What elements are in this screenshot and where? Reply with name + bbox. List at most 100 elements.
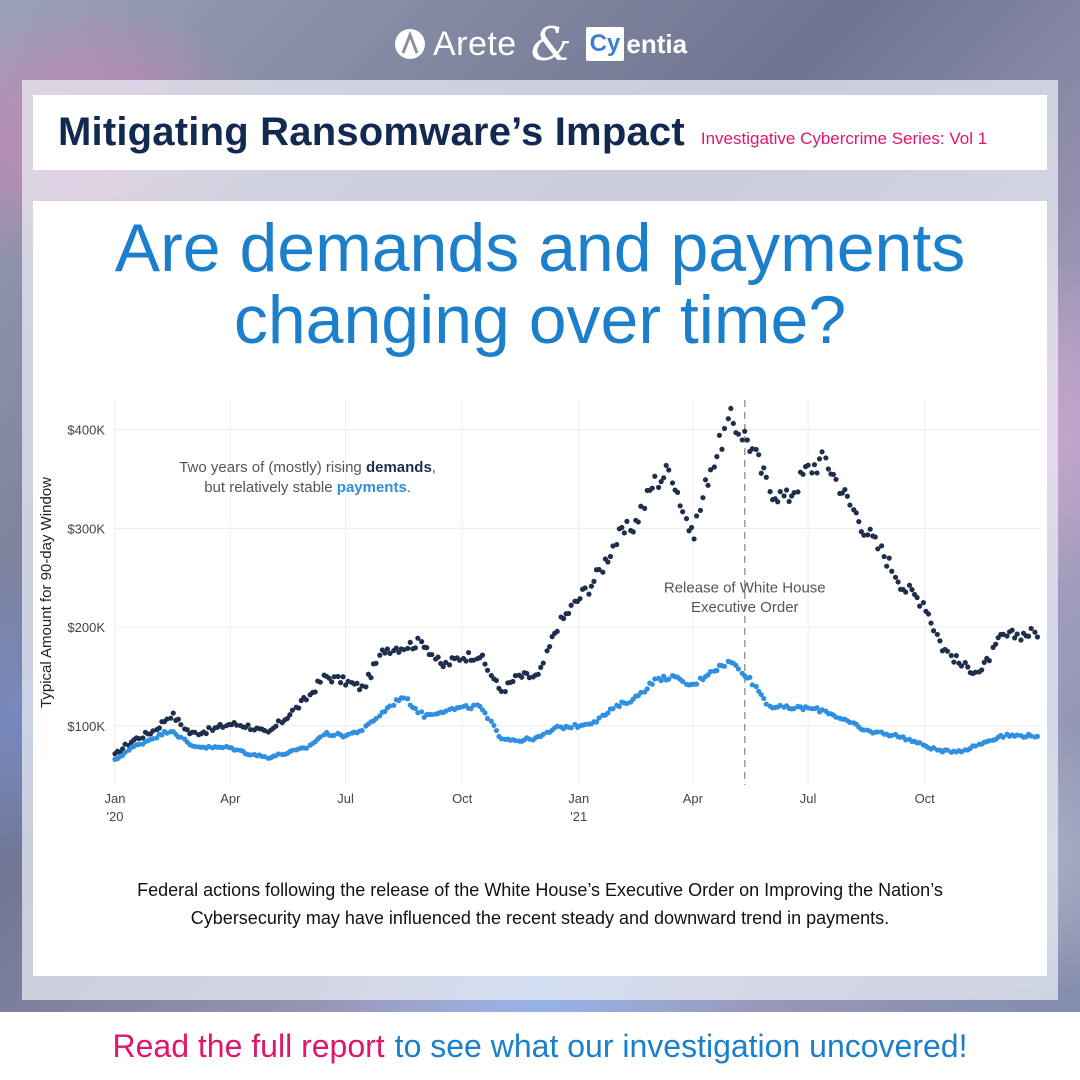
point-demands (519, 674, 525, 680)
point-demands (777, 489, 783, 495)
point-demands (816, 456, 823, 462)
point-demands (865, 532, 871, 538)
point-demands (847, 502, 853, 508)
point-payments (275, 751, 282, 757)
point-demands (588, 583, 595, 589)
point-demands (287, 712, 293, 718)
point-payments (707, 668, 714, 675)
point-payments (596, 715, 602, 721)
point-demands (937, 638, 943, 644)
point-demands (981, 659, 987, 665)
point-payments (644, 686, 650, 692)
point-payments (412, 705, 418, 712)
read-report-link[interactable]: Read the full report (112, 1027, 385, 1064)
point-demands (140, 735, 146, 741)
point-payments (234, 747, 240, 753)
point-payments (666, 676, 672, 682)
point-payments (405, 696, 411, 702)
point-payments (419, 709, 425, 715)
arete-wordmark: Arete (432, 24, 517, 63)
point-demands (554, 628, 560, 635)
point-demands (363, 684, 369, 690)
point-demands (446, 662, 453, 668)
y-axis-label: Typical Amount for 90-day Window (38, 477, 55, 708)
point-demands (739, 437, 745, 443)
point-demands (655, 484, 662, 490)
point-demands (986, 658, 992, 664)
point-payments (391, 702, 397, 708)
point-payments (861, 727, 867, 733)
point-demands (811, 462, 818, 468)
point-demands (944, 648, 951, 654)
point-payments (763, 701, 769, 707)
annotation-line-1: Two years of (mostly) rising demands, (179, 459, 436, 476)
point-demands (691, 536, 697, 542)
point-payments (638, 689, 644, 696)
point-demands (463, 658, 469, 664)
point-demands (775, 499, 781, 505)
point-demands (1034, 634, 1041, 640)
point-demands (435, 654, 441, 660)
point-demands (889, 568, 895, 574)
point-demands (482, 661, 488, 667)
point-demands (661, 475, 667, 481)
x-tick-label: Oct (452, 791, 473, 806)
point-demands (753, 446, 759, 453)
cyentia-wordmark: entia (626, 28, 688, 59)
caption: Federal actions following the release of… (55, 876, 1025, 932)
point-payments (721, 663, 728, 669)
x-tick-label: Jan (568, 791, 589, 806)
series-label: Investigative Cybercrime Series: Vol 1 (700, 128, 988, 148)
question-heading: Are demands and payments changing over t… (33, 212, 1047, 356)
point-demands (928, 620, 934, 626)
point-payments (491, 722, 497, 729)
page-title: Mitigating Ransomware’s Impact (58, 110, 685, 154)
point-payments (470, 702, 477, 708)
main-card (33, 201, 1047, 976)
question-line-1: Are demands and payments (114, 210, 966, 286)
x-tick-label: Jul (337, 791, 354, 806)
y-tick-label: $400K (67, 423, 105, 438)
point-demands (886, 555, 892, 561)
point-demands (688, 524, 695, 531)
point-payments (582, 721, 588, 728)
point-demands (767, 489, 773, 495)
point-demands (407, 639, 413, 646)
x-tick-label: Apr (683, 791, 704, 806)
point-payments (488, 718, 494, 724)
point-demands (867, 526, 873, 532)
ampersand: & (530, 17, 572, 71)
point-demands (498, 688, 505, 695)
point-demands (424, 645, 430, 651)
point-demands (354, 680, 360, 686)
point-demands (605, 559, 611, 565)
point-demands (934, 631, 940, 638)
arete-logo: Arete (393, 25, 517, 64)
footer-cta[interactable]: Read the full report to see what our inv… (0, 1012, 1080, 1080)
point-demands (953, 652, 959, 659)
point-demands (465, 649, 472, 656)
point-demands (393, 645, 399, 651)
cyentia-logo: Cy entia (585, 27, 688, 61)
point-demands (917, 603, 923, 609)
annotation-payments: payments (337, 479, 407, 496)
x-tick-label: Oct (915, 791, 936, 806)
point-demands (979, 667, 985, 673)
point-demands (630, 529, 636, 535)
point-demands (373, 660, 379, 666)
point-demands (649, 485, 655, 491)
point-demands (600, 569, 606, 575)
point-demands (744, 437, 750, 443)
point-demands (842, 486, 848, 493)
point-demands (1004, 633, 1010, 639)
point-demands (586, 591, 592, 597)
point-demands (368, 675, 374, 681)
point-demands (284, 715, 290, 722)
point-demands (245, 722, 251, 728)
point-demands (635, 519, 641, 525)
point-payments (735, 666, 742, 672)
point-demands (697, 507, 704, 513)
point-demands (206, 724, 212, 731)
point-payments (1014, 732, 1020, 738)
point-demands (596, 566, 602, 573)
